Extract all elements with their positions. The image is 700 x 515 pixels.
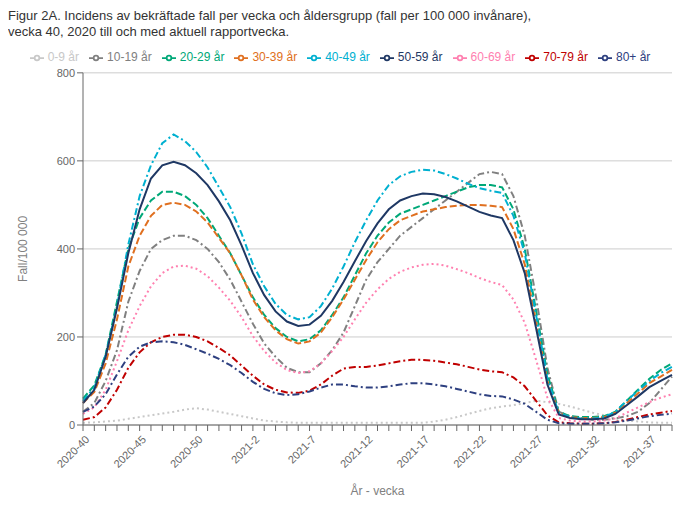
svg-text:2020-50: 2020-50: [168, 433, 205, 470]
svg-text:2021-37: 2021-37: [621, 433, 658, 470]
svg-text:2021-17: 2021-17: [394, 433, 431, 470]
svg-text:År - vecka: År - vecka: [350, 483, 404, 498]
html-text:0-9 år: 0-9 år: [47, 50, 79, 64]
svg-text:2021-2: 2021-2: [229, 433, 262, 466]
svg-text:2021-12: 2021-12: [338, 433, 375, 470]
svg-text:800: 800: [57, 67, 75, 79]
svg-text:Fall/100 000: Fall/100 000: [16, 216, 30, 282]
html-text:20-29 år: 20-29 år: [179, 50, 225, 64]
svg-text:2021-7: 2021-7: [285, 433, 318, 466]
html-text:80+ år: 80+ år: [616, 50, 651, 64]
svg-text:200: 200: [57, 331, 75, 343]
svg-text:2021-22: 2021-22: [451, 433, 488, 470]
html-text:Figur 2A. Incidens av bekräfta: Figur 2A. Incidens av bekräftade fall pe…: [8, 8, 532, 23]
svg-text:2020-40: 2020-40: [54, 433, 91, 470]
html-text:60-69 år: 60-69 år: [470, 50, 516, 64]
svg-text:2020-45: 2020-45: [111, 433, 148, 470]
html-text:70-79 år: 70-79 år: [543, 50, 588, 64]
html-text:vecka 40, 2020 till och med ak: vecka 40, 2020 till och med aktuell rapp…: [8, 24, 290, 39]
svg-text:0: 0: [69, 419, 75, 431]
html-text:10-19 år: 10-19 år: [107, 50, 152, 64]
svg-text:2021-32: 2021-32: [564, 433, 601, 470]
svg-text:600: 600: [57, 155, 75, 167]
svg-text:2021-27: 2021-27: [508, 433, 545, 470]
html-text:50-59 år: 50-59 år: [397, 50, 443, 64]
html-text:30-39 år: 30-39 år: [252, 50, 298, 64]
svg-text:400: 400: [57, 243, 75, 255]
html-text:40-49 år: 40-49 år: [325, 50, 370, 64]
